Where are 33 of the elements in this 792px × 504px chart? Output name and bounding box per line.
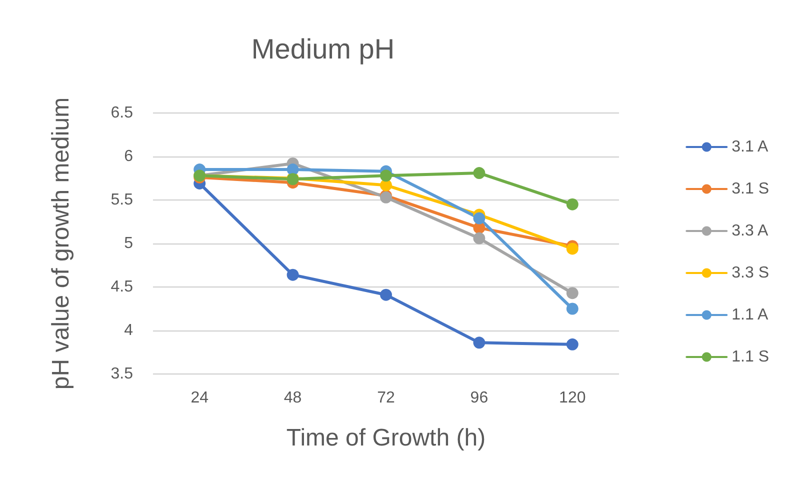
x-tick-label: 96 — [470, 390, 488, 406]
x-axis-title: Time of Growth (h) — [286, 424, 486, 452]
x-tick-label: 120 — [559, 390, 586, 406]
point — [380, 288, 392, 301]
x-tick-label: 72 — [377, 390, 395, 406]
y-tick-label: 5.5 — [110, 192, 134, 208]
point — [566, 287, 578, 300]
point — [380, 170, 392, 182]
y-tick-label: 6 — [124, 148, 134, 165]
point — [566, 302, 578, 315]
point — [286, 268, 299, 281]
x-tick-label: 24 — [190, 390, 209, 406]
legend-label: 3.1 A — [732, 138, 768, 156]
point — [566, 242, 578, 255]
y-axis-title: pH value of growth medium — [48, 97, 74, 390]
y-tick-label: 4 — [124, 322, 134, 339]
point — [566, 198, 578, 210]
chart-title: Medium pH — [251, 34, 395, 64]
legend-label: 1.1 S — [732, 348, 769, 366]
point — [473, 336, 486, 349]
y-tick-label: 3.5 — [110, 366, 134, 382]
y-tick-label: 4.5 — [110, 278, 134, 296]
legend-label: 3.3 A — [732, 222, 768, 240]
point — [473, 212, 486, 224]
legend-label: 3.1 S — [732, 180, 769, 198]
point — [566, 338, 578, 350]
legend-label: 3.3 S — [732, 264, 769, 282]
legend-label: 1.1 A — [732, 306, 768, 324]
x-tick-label: 48 — [284, 390, 302, 406]
point — [473, 232, 486, 244]
y-tick-label: 6.5 — [110, 104, 134, 122]
y-tick-label: 5 — [124, 235, 134, 252]
point — [473, 167, 486, 180]
